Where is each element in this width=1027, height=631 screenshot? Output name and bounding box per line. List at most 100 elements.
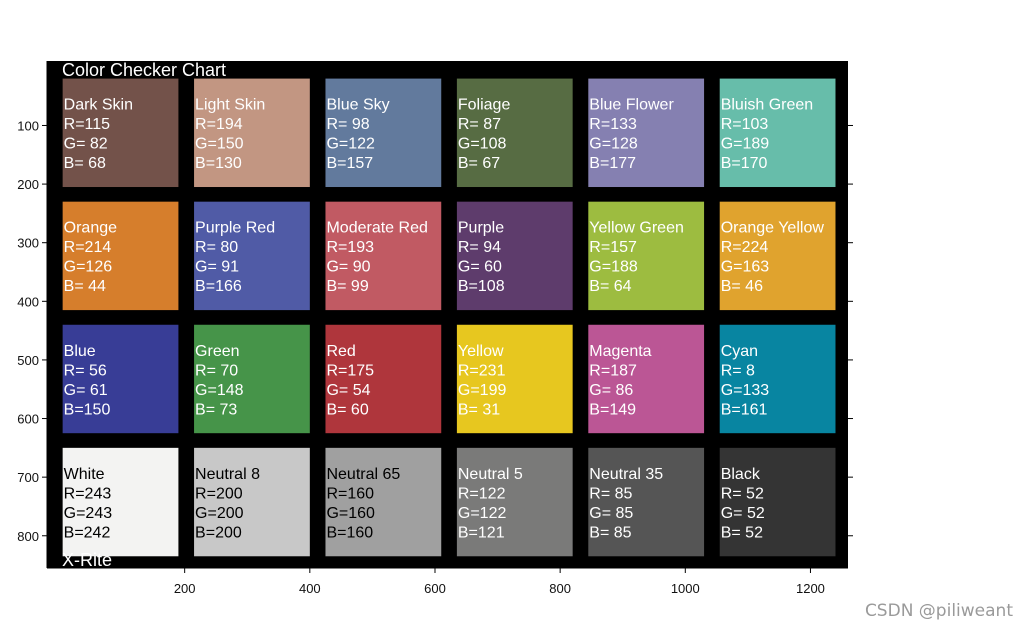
patch-foliage: Foliage R= 87 G=108 B= 67 [456, 78, 573, 188]
patch-label-r: R=214 [64, 239, 112, 256]
patch-label-g: G=148 [195, 382, 244, 399]
patch-label-g: G=128 [589, 136, 638, 153]
patch-label-g: G=188 [589, 259, 638, 276]
patch-swatch [456, 447, 573, 557]
patch-label-name: White [64, 466, 105, 483]
x-tick-label: 1000 [671, 581, 700, 596]
patch-label-name: Orange [64, 220, 117, 237]
y-tick-label: 800 [17, 529, 39, 544]
patch-label-b: B=130 [195, 155, 242, 172]
patch-purple: Purple R= 94 G= 60 B=108 [456, 201, 573, 311]
patch-label-r: R=187 [589, 362, 637, 379]
patch-label-name: Yellow Green [589, 220, 684, 237]
patch-label-g: G= 86 [589, 382, 633, 399]
patch-label-g: G= 61 [64, 382, 108, 399]
patch-blue: Blue R= 56 G= 61 B=150 [62, 324, 179, 434]
patch-label-g: G=108 [458, 136, 507, 153]
patch-neutral-5: Neutral 5 R=122 G=122 B=121 [456, 447, 573, 557]
patch-label-g: G= 91 [195, 259, 239, 276]
patch-label-b: B= 52 [721, 524, 763, 541]
patch-label-g: G=189 [721, 136, 770, 153]
patch-label-b: B=200 [195, 524, 242, 541]
patch-swatch [719, 324, 836, 434]
patch-label-b: B=121 [458, 524, 505, 541]
patch-label-name: Magenta [589, 343, 651, 360]
patch-label-r: R= 80 [195, 239, 238, 256]
patch-label-b: B= 31 [458, 401, 500, 418]
patch-label-name: Neutral 35 [589, 466, 663, 483]
patch-label-name: Neutral 65 [326, 466, 400, 483]
patch-label-b: B=150 [64, 401, 111, 418]
patch-label-name: Blue Flower [589, 97, 674, 114]
patch-swatch [194, 447, 310, 557]
patch-yellow: Yellow R=231 G=199 B= 31 [456, 324, 573, 434]
patch-label-r: R=231 [458, 362, 506, 379]
patch-label-g: G=200 [195, 505, 244, 522]
y-tick-label: 600 [17, 412, 39, 427]
patch-moderate-red: Moderate Red R=193 G= 90 B= 99 [325, 201, 442, 311]
patch-neutral-65: Neutral 65 R=160 G=160 B=160 [325, 447, 442, 557]
patch-swatch [719, 78, 836, 188]
patch-blue-sky: Blue Sky R= 98 G=122 B=157 [325, 78, 442, 188]
patch-yellow-green: Yellow Green R=157 G=188 B= 64 [588, 201, 705, 311]
patch-label-r: R= 56 [64, 362, 107, 379]
patch-label-g: G= 85 [589, 505, 633, 522]
patch-label-r: R=133 [589, 116, 637, 133]
patch-label-r: R= 8 [721, 362, 755, 379]
patch-swatch [62, 447, 179, 557]
patch-label-g: G=150 [195, 136, 244, 153]
patch-swatch [588, 324, 705, 434]
patch-label-b: B= 99 [326, 278, 368, 295]
patch-label-name: Black [721, 466, 761, 483]
x-tick-label: 600 [424, 581, 446, 596]
patch-label-b: B=170 [721, 155, 768, 172]
patch-swatch [62, 78, 179, 188]
patch-grid: Dark Skin R=115 G= 82 B= 68 Light Skin R=194 G… [62, 78, 836, 557]
patch-label-r: R= 94 [458, 239, 501, 256]
patch-light-skin: Light Skin R=194 G=150 B=130 [194, 78, 310, 188]
patch-label-name: Orange Yellow [721, 220, 825, 237]
patch-swatch [588, 201, 705, 311]
patch-swatch [325, 201, 442, 311]
y-tick-label: 700 [17, 470, 39, 485]
patch-label-g: G=163 [721, 259, 770, 276]
patch-label-b: B= 64 [589, 278, 631, 295]
x-tick-label: 1200 [796, 581, 825, 596]
patch-label-r: R=243 [64, 485, 112, 502]
patch-label-r: R=200 [195, 485, 243, 502]
patch-label-r: R= 98 [326, 116, 369, 133]
patch-label-name: Foliage [458, 97, 511, 114]
patch-label-r: R=194 [195, 116, 243, 133]
patch-label-b: B=108 [458, 278, 505, 295]
patch-purple-red: Purple Red R= 80 G= 91 B=166 [194, 201, 310, 311]
patch-label-g: G=126 [64, 259, 113, 276]
patch-label-b: B=149 [589, 401, 636, 418]
patch-label-name: Yellow [458, 343, 504, 360]
patch-label-b: B= 68 [64, 155, 106, 172]
patch-label-g: G=133 [721, 382, 770, 399]
patch-label-b: B= 44 [64, 278, 106, 295]
patch-label-name: Cyan [721, 343, 758, 360]
patch-cyan: Cyan R= 8 G=133 B=161 [719, 324, 836, 434]
x-tick-label: 800 [549, 581, 571, 596]
patch-label-b: B=242 [64, 524, 111, 541]
patch-dark-skin: Dark Skin R=115 G= 82 B= 68 [62, 78, 179, 188]
patch-swatch [62, 324, 179, 434]
patch-label-b: B=166 [195, 278, 242, 295]
patch-label-r: R= 87 [458, 116, 501, 133]
patch-label-name: Purple [458, 220, 504, 237]
patch-label-b: B= 85 [589, 524, 631, 541]
patch-label-name: Light Skin [195, 97, 265, 114]
patch-label-r: R=115 [64, 116, 111, 133]
patch-blue-flower: Blue Flower R=133 G=128 B=177 [588, 78, 705, 188]
patch-label-name: Blue Sky [326, 97, 389, 114]
patch-swatch [325, 78, 442, 188]
y-tick-label: 200 [17, 177, 39, 192]
patch-label-g: G= 60 [458, 259, 502, 276]
patch-label-r: R=157 [589, 239, 637, 256]
patch-label-g: G=243 [64, 505, 113, 522]
patch-label-b: B=161 [721, 401, 768, 418]
patch-label-g: G= 52 [721, 505, 765, 522]
x-tick-label: 400 [299, 581, 321, 596]
patch-label-name: Green [195, 343, 239, 360]
